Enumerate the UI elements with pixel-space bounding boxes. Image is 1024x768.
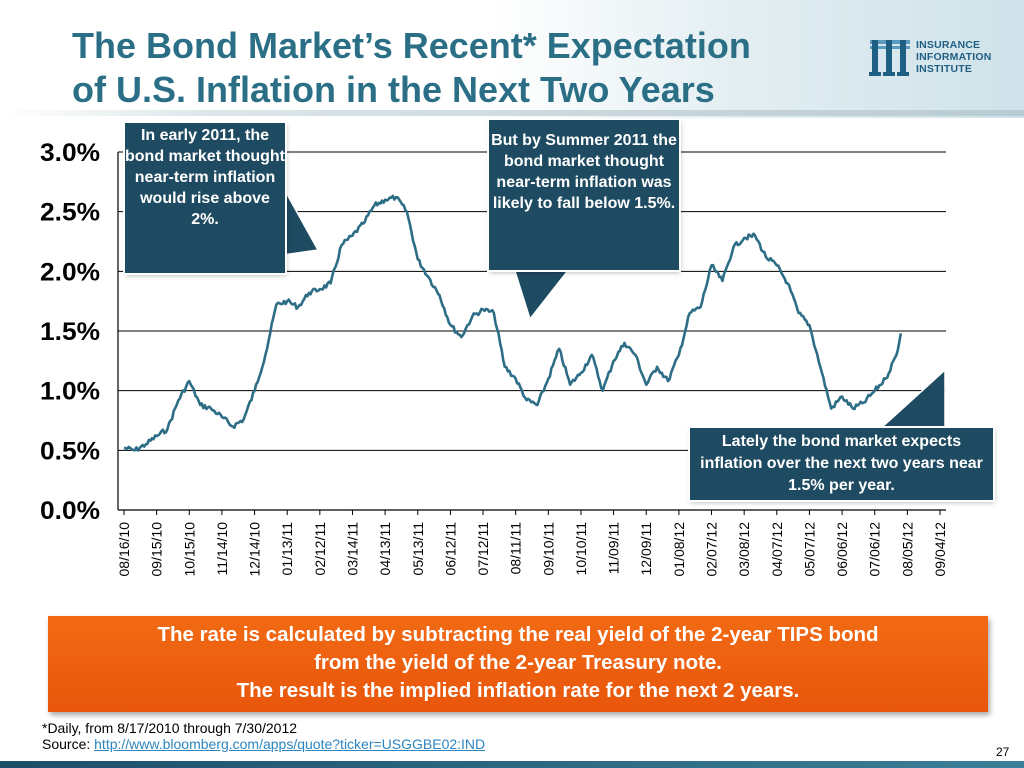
bottom-bar — [0, 761, 1024, 768]
x-tick-label: 04/13/11 — [377, 522, 393, 576]
y-tick-label: 1.5% — [40, 318, 100, 346]
logo-line-3: INSTITUTE — [916, 63, 973, 75]
header-rule — [0, 110, 1024, 116]
callout-early-2011: In early 2011, the bond market thought n… — [125, 123, 285, 273]
source-link[interactable]: http://www.bloomberg.com/apps/quote?tick… — [94, 736, 486, 752]
x-tick-label: 09/15/10 — [149, 522, 165, 577]
title-line-2: of U.S. Inflation in the Next Two Years — [72, 69, 715, 110]
footnote: *Daily, from 8/17/2010 through 7/30/2012 — [42, 720, 298, 736]
y-tick-label: 3.0% — [40, 139, 100, 167]
source-line: Source: http://www.bloomberg.com/apps/qu… — [42, 736, 485, 752]
callout-pointer-lately — [878, 368, 946, 430]
x-axis: 08/16/10 09/15/10 10/15/10 11/14/10 12/14/10… — [116, 509, 948, 577]
method-note-line-3: The result is the implied inflation rate… — [236, 679, 800, 702]
x-tick-label: 10/15/10 — [181, 522, 197, 577]
x-tick-label: 08/05/12 — [899, 522, 915, 577]
x-tick-label: 12/14/10 — [247, 522, 263, 577]
x-tick-label: 11/14/10 — [214, 522, 230, 576]
x-tick-label: 11/09/11 — [606, 522, 622, 575]
x-tick-label: 05/13/11 — [410, 522, 426, 576]
x-tick-label: 07/06/12 — [867, 522, 883, 577]
x-tick-label: 08/16/10 — [116, 522, 132, 577]
callout-pointer-summer-2011 — [512, 267, 572, 321]
x-tick-label: 03/14/11 — [344, 522, 360, 576]
x-tick-label: 02/07/12 — [704, 522, 720, 577]
x-tick-label: 01/13/11 — [279, 522, 295, 576]
x-tick-label: 09/10/11 — [540, 522, 556, 576]
method-note-line-1: The rate is calculated by subtracting th… — [157, 623, 879, 646]
iii-logo-icon — [869, 40, 910, 76]
x-tick-label: 06/06/12 — [834, 522, 850, 577]
method-note-line-2: from the yield of the 2-year Treasury no… — [314, 651, 722, 674]
logo-wordmark: INSURANCE INFORMATION INSTITUTE — [916, 39, 992, 75]
source-label: Source: — [42, 736, 95, 752]
method-note-box: The rate is calculated by subtracting th… — [48, 616, 988, 712]
x-tick-label: 01/08/12 — [671, 522, 687, 577]
page-number: 27 — [996, 745, 1010, 759]
y-tick-label: 1.0% — [40, 378, 100, 406]
callout-pointer-early-2011 — [282, 184, 320, 256]
x-tick-label: 05/07/12 — [801, 522, 817, 577]
x-tick-label: 12/09/11 — [638, 522, 654, 576]
page-title: The Bond Market’s Recent* Expectation of… — [72, 24, 862, 112]
x-tick-label: 03/08/12 — [736, 522, 752, 577]
iii-logo: INSURANCE INFORMATION INSTITUTE — [868, 36, 1018, 80]
logo-line-1: INSURANCE — [916, 39, 981, 51]
header-band — [0, 0, 1024, 118]
inflation-line-chart: 0.0% 0.5% 1.0% 1.5% 2.0% 2.5% 3.0% 08/16/10 09/… — [40, 139, 948, 577]
y-tick-label: 0.5% — [40, 437, 100, 465]
logo-line-2: INFORMATION — [916, 51, 992, 63]
y-tick-label: 2.5% — [40, 199, 100, 227]
callout-summer-2011: But by Summer 2011 the bond market thoug… — [489, 120, 679, 270]
y-tick-label: 0.0% — [40, 497, 100, 525]
series-group — [123, 194, 903, 452]
x-tick-label: 09/04/12 — [932, 522, 948, 577]
x-tick-label: 04/07/12 — [769, 522, 785, 577]
series-line — [123, 194, 903, 452]
title-line-1: The Bond Market’s Recent* Expectation — [72, 25, 751, 66]
x-tick-label: 10/10/11 — [573, 522, 589, 576]
callout-lately: Lately the bond market expects inflation… — [690, 428, 993, 500]
callout-pointers — [282, 184, 946, 430]
y-tick-label: 2.0% — [40, 258, 100, 286]
y-axis: 0.0% 0.5% 1.0% 1.5% 2.0% 2.5% 3.0% — [40, 139, 119, 525]
x-tick-label: 08/11/11 — [508, 522, 524, 575]
x-tick-label: 06/12/11 — [442, 522, 458, 576]
x-tick-label: 07/12/11 — [475, 522, 491, 576]
x-tick-label: 02/12/11 — [312, 522, 328, 576]
